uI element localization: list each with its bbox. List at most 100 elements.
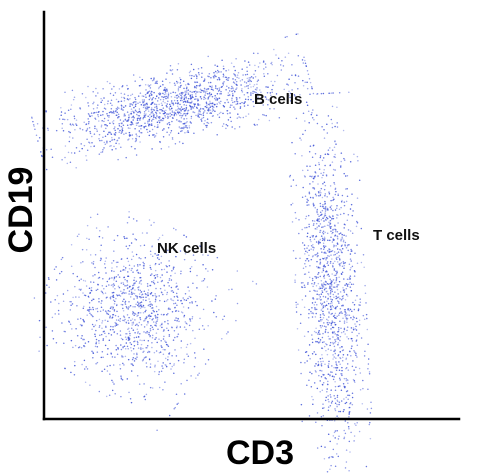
data-point [162, 389, 164, 391]
data-point [334, 230, 337, 233]
data-point [128, 293, 130, 295]
data-point [114, 288, 116, 290]
data-point [343, 289, 346, 291]
data-point [108, 339, 111, 342]
data-point [348, 440, 351, 443]
data-point [324, 330, 327, 333]
data-point [153, 274, 156, 277]
data-point [324, 200, 326, 203]
data-point [341, 199, 343, 202]
data-point [353, 379, 356, 382]
data-point [137, 332, 139, 334]
data-point [322, 382, 325, 384]
data-point [111, 283, 114, 286]
data-point [139, 84, 142, 87]
data-point [230, 120, 232, 123]
data-point [61, 322, 63, 324]
data-point [309, 236, 312, 239]
data-point [241, 101, 243, 104]
data-point [161, 365, 163, 367]
data-point [309, 145, 312, 147]
data-point [337, 222, 339, 224]
data-point [131, 93, 134, 95]
data-point [336, 213, 338, 216]
data-point [267, 103, 269, 106]
data-point [328, 456, 330, 459]
data-point [135, 110, 138, 113]
data-point [166, 90, 168, 92]
data-point [177, 402, 180, 404]
data-point [183, 298, 186, 301]
data-point [110, 270, 113, 272]
data-point [326, 290, 328, 293]
data-point [322, 360, 324, 363]
data-point [313, 281, 316, 284]
data-point [323, 325, 326, 327]
data-point [95, 289, 98, 291]
data-point [307, 110, 310, 113]
data-point [176, 105, 179, 107]
data-point [182, 306, 185, 308]
data-point [257, 96, 260, 98]
data-point [206, 106, 208, 109]
data-point [315, 363, 317, 365]
data-point [355, 354, 357, 357]
data-point [331, 371, 333, 373]
data-point [353, 269, 356, 272]
data-point [301, 228, 303, 231]
data-point [153, 114, 155, 116]
data-point [326, 207, 328, 210]
data-point [234, 90, 236, 92]
data-point [119, 334, 122, 336]
data-point [124, 303, 127, 306]
data-point [345, 401, 348, 404]
data-point [170, 368, 172, 370]
data-point [171, 120, 173, 123]
data-point [148, 333, 150, 336]
data-point [290, 185, 292, 187]
data-point [305, 350, 308, 353]
data-point [160, 370, 163, 372]
data-point [88, 310, 90, 312]
data-point [111, 292, 114, 294]
data-point [48, 278, 50, 280]
data-point [132, 119, 134, 121]
data-point [113, 145, 115, 148]
data-point [323, 275, 325, 278]
data-point [115, 344, 117, 347]
data-point [181, 129, 183, 132]
data-point [113, 127, 115, 130]
data-point [171, 137, 174, 139]
data-point [326, 217, 329, 220]
data-point [169, 109, 171, 111]
data-point [104, 292, 107, 294]
data-point [343, 267, 345, 270]
data-point [89, 254, 92, 256]
data-point [199, 88, 202, 90]
data-point [176, 335, 179, 338]
data-point [319, 390, 321, 393]
data-point [239, 80, 242, 82]
data-point [193, 75, 195, 78]
data-point [326, 353, 329, 356]
data-point [211, 88, 214, 91]
data-point [207, 108, 210, 110]
data-point [176, 119, 178, 121]
data-point [155, 112, 158, 115]
data-point [297, 33, 299, 35]
data-point [216, 69, 219, 72]
data-point [256, 124, 258, 126]
data-point [154, 292, 156, 295]
data-point [161, 246, 164, 249]
data-point [111, 267, 113, 269]
data-point [85, 366, 87, 368]
data-point [131, 251, 134, 253]
data-point [329, 287, 332, 289]
data-point [220, 71, 222, 73]
data-point [344, 175, 347, 177]
data-point [154, 106, 156, 109]
data-point [140, 128, 142, 130]
data-point [327, 209, 329, 211]
data-point [160, 262, 162, 264]
data-point [190, 117, 193, 120]
